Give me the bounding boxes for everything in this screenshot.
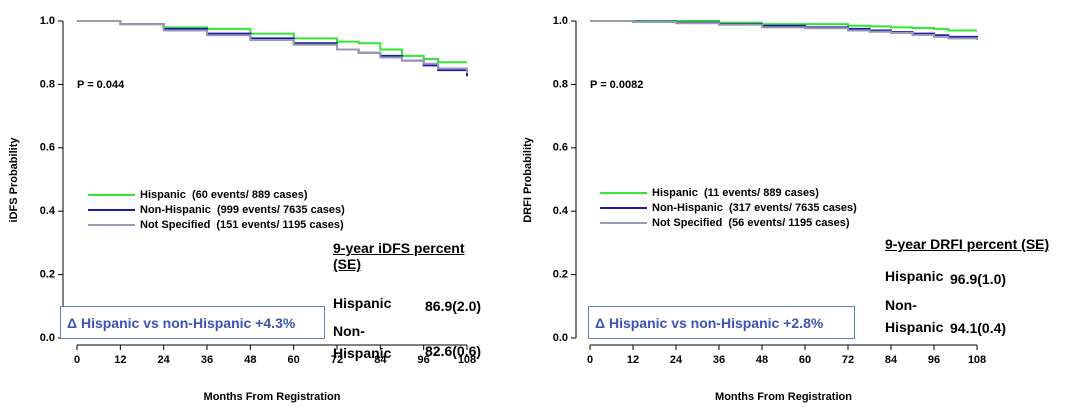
delta-box: Δ Hispanic vs non-Hispanic +2.8% (588, 306, 855, 339)
x-tick-label: 24 (158, 354, 171, 366)
summary-label: Hispanic (333, 295, 392, 311)
x-tick-label: 72 (331, 354, 343, 366)
legend-label: Non-Hispanic (317 events/ 7635 cases) (652, 202, 857, 214)
legend-label: Hispanic (11 events/ 889 cases) (652, 187, 819, 199)
y-tick-label: 1.0 (40, 15, 55, 27)
summary-value: 86.9(2.0) (425, 298, 482, 314)
y-tick-label: 0.6 (553, 142, 568, 154)
summary-label: Non-Hispanic (333, 323, 392, 361)
x-tick-label: 96 (928, 354, 940, 366)
p-value: P = 0.0082 (590, 79, 643, 91)
x-tick-label: 72 (842, 354, 854, 366)
y-tick-label: 1.0 (553, 15, 568, 27)
x-axis-title: Months From Registration (715, 391, 852, 403)
y-tick-label: 0.2 (40, 269, 55, 281)
summary-value: 94.1(0.4) (950, 320, 1007, 336)
legend-label: Not Specified (56 events/ 1195 cases) (652, 217, 850, 229)
x-axis-title: Months From Registration (204, 391, 341, 403)
x-tick-label: 36 (201, 354, 213, 366)
x-tick-label: 12 (627, 354, 639, 366)
x-tick-label: 96 (418, 354, 430, 366)
x-tick-label: 24 (670, 354, 683, 366)
survival-curve (77, 20, 468, 74)
delta-box: Δ Hispanic vs non-Hispanic +4.3% (60, 306, 325, 339)
y-tick-label: 0.8 (40, 78, 55, 90)
y-tick-label: 0.8 (553, 78, 568, 90)
legend-label: Hispanic (60 events/ 889 cases) (140, 189, 308, 201)
x-tick-label: 60 (288, 354, 300, 366)
y-tick-label: 0.2 (553, 269, 568, 281)
summary-title: 9-year DRFI percent (SE) (885, 236, 1050, 252)
x-tick-label: 84 (374, 354, 387, 366)
y-axis-title: iDFS Probability (8, 137, 20, 223)
survival-curve (590, 20, 978, 41)
legend-label: Non-Hispanic (999 events/ 7635 cases) (140, 204, 345, 216)
legend-label: Not Specified (151 events/ 1195 cases) (140, 219, 344, 231)
summary-title: 9-year iDFS percent (SE) (333, 240, 465, 272)
x-tick-label: 12 (114, 354, 126, 366)
summary-label: Non-Hispanic (885, 297, 944, 335)
x-tick-label: 0 (587, 354, 593, 366)
y-tick-label: 0.4 (553, 205, 569, 217)
x-tick-label: 108 (968, 354, 986, 366)
survival-curve (77, 20, 468, 77)
y-tick-label: 0.0 (40, 332, 55, 344)
x-tick-label: 84 (885, 354, 898, 366)
x-tick-label: 36 (713, 354, 725, 366)
summary-label: Hispanic (885, 268, 944, 284)
x-tick-label: 108 (458, 354, 476, 366)
summary-value: 82.6(0.6) (425, 343, 482, 359)
survival-curve (77, 20, 467, 64)
x-tick-label: 48 (756, 354, 768, 366)
y-axis-title: DRFI Probability (522, 136, 534, 222)
y-tick-label: 0.0 (553, 332, 568, 344)
y-tick-label: 0.4 (40, 205, 56, 217)
x-tick-label: 60 (799, 354, 811, 366)
p-value: P = 0.044 (77, 79, 125, 91)
survival-curve (590, 20, 977, 32)
x-tick-label: 48 (244, 354, 256, 366)
y-tick-label: 0.6 (40, 142, 55, 154)
x-tick-label: 0 (74, 354, 80, 366)
summary-value: 96.9(1.0) (950, 271, 1007, 287)
